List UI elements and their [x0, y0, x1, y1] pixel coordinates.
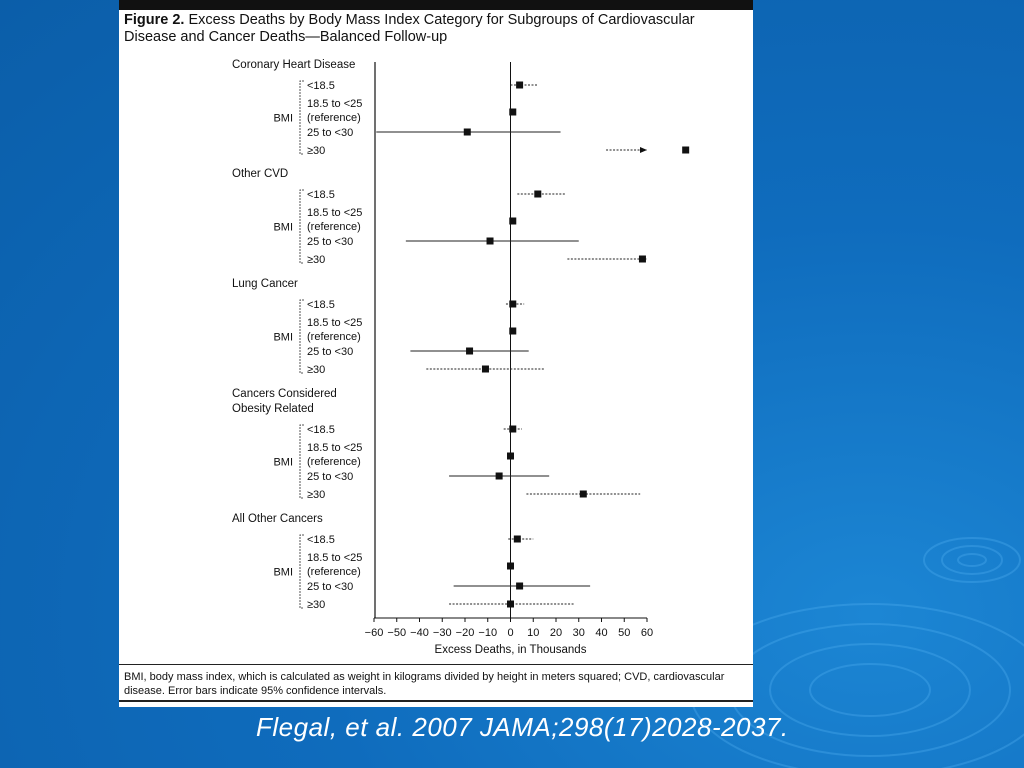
group-title: Obesity Related: [232, 403, 314, 415]
point-estimate: [534, 190, 542, 198]
row-label: 25 to <30: [307, 471, 353, 483]
x-tick-label: 60: [641, 627, 653, 639]
point-estimate: [682, 146, 690, 154]
x-tick-label: 20: [550, 627, 562, 639]
x-tick-label: −10: [478, 627, 497, 639]
bmi-side-label: BMI: [273, 457, 293, 469]
figure-title-text: Excess Deaths by Body Mass Index Categor…: [124, 12, 695, 45]
row-label: ≥30: [307, 599, 325, 611]
row-label: 25 to <30: [307, 346, 353, 358]
row-label: ≥30: [307, 254, 325, 266]
row-label: ≥30: [307, 489, 325, 501]
point-estimate: [507, 452, 514, 460]
row-label: <18.5: [307, 189, 335, 201]
footnote-rule-top: [119, 664, 753, 665]
row-label: 18.5 to <25: [307, 207, 362, 219]
citation: Flegal, et al. 2007 JAMA;298(17)2028-203…: [256, 712, 789, 742]
footnote-rule-bottom: [119, 700, 753, 702]
row-label: 18.5 to <25: [307, 552, 362, 564]
x-tick-label: 30: [573, 627, 585, 639]
figure-footnote: BMI, body mass index, which is calculate…: [124, 671, 725, 697]
x-tick-label: −20: [456, 627, 475, 639]
point-estimate: [516, 582, 524, 590]
row-sublabel: (reference): [307, 566, 361, 578]
point-estimate: [466, 347, 474, 355]
group-title: All Other Cancers: [232, 513, 323, 525]
row-label: <18.5: [307, 534, 335, 546]
row-sublabel: (reference): [307, 221, 361, 233]
x-tick-label: 0: [507, 627, 513, 639]
row-label: 25 to <30: [307, 236, 353, 248]
point-estimate: [509, 300, 517, 308]
bmi-bracket: [299, 424, 304, 499]
row-label: <18.5: [307, 299, 335, 311]
bmi-bracket: [299, 80, 304, 155]
bmi-bracket: [299, 299, 304, 374]
group-title: Lung Cancer: [232, 278, 298, 290]
group-title: Cancers Considered: [232, 388, 337, 400]
row-label: <18.5: [307, 80, 335, 92]
figure-panel: Figure 2. Excess Deaths by Body Mass Ind…: [119, 0, 753, 707]
row-label: 18.5 to <25: [307, 98, 362, 110]
figure-label: Figure 2.: [124, 12, 185, 28]
bmi-bracket: [299, 534, 304, 609]
bmi-side-label: BMI: [273, 567, 293, 579]
x-tick-label: 10: [527, 627, 539, 639]
row-sublabel: (reference): [307, 456, 361, 468]
x-tick-label: −50: [387, 627, 406, 639]
bmi-side-label: BMI: [273, 332, 293, 344]
row-label: ≥30: [307, 364, 325, 376]
figure-title: Figure 2. Excess Deaths by Body Mass Ind…: [124, 12, 744, 46]
point-estimate: [509, 108, 517, 116]
figure-top-rule: [119, 0, 753, 10]
point-estimate: [509, 217, 517, 225]
bmi-side-label: BMI: [273, 113, 293, 125]
x-tick-label: −40: [410, 627, 429, 639]
ci-arrow-right: [640, 147, 647, 153]
row-sublabel: (reference): [307, 112, 361, 124]
point-estimate: [509, 327, 517, 335]
row-sublabel: (reference): [307, 331, 361, 343]
x-tick-label: −60: [365, 627, 384, 639]
point-estimate: [486, 237, 494, 245]
point-estimate: [638, 255, 646, 263]
row-label: ≥30: [307, 145, 325, 157]
point-estimate: [481, 365, 489, 373]
bmi-bracket: [299, 189, 304, 264]
row-label: 25 to <30: [307, 581, 353, 593]
x-axis-label: Excess Deaths, in Thousands: [435, 644, 587, 656]
point-estimate: [463, 128, 471, 136]
forest-plot: −60 −50 −40 −30 −20 −10 0 10 20 30 40 50 60 Excess De…: [232, 59, 690, 656]
point-estimate: [495, 472, 503, 480]
row-label: 25 to <30: [307, 127, 353, 139]
row-label: <18.5: [307, 424, 335, 436]
x-tick-label: 40: [595, 627, 607, 639]
point-estimate: [513, 535, 521, 543]
bmi-side-label: BMI: [273, 222, 293, 234]
x-tick-label: −30: [433, 627, 452, 639]
point-estimate: [509, 425, 517, 433]
point-estimate: [579, 490, 587, 498]
row-label: 18.5 to <25: [307, 442, 362, 454]
row-label: 18.5 to <25: [307, 317, 362, 329]
group-title: Coronary Heart Disease: [232, 59, 355, 71]
group-title: Other CVD: [232, 168, 288, 180]
x-tick-label: 50: [618, 627, 630, 639]
point-estimate: [507, 600, 514, 608]
point-estimate: [507, 562, 514, 570]
point-estimate: [516, 81, 524, 89]
